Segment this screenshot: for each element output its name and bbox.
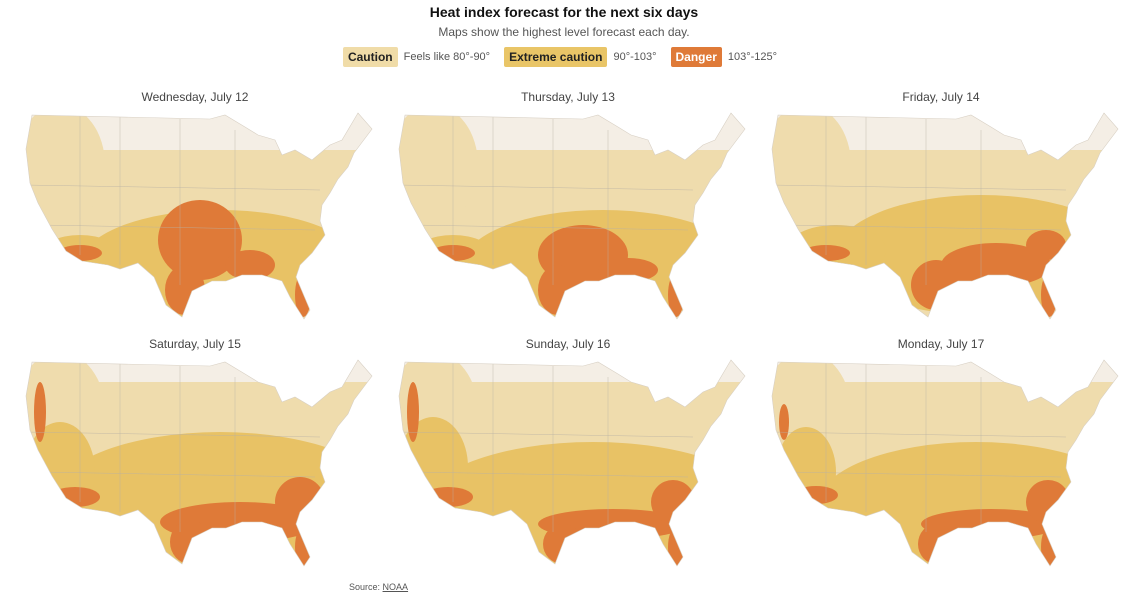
map-fill [772, 113, 1118, 319]
source-label: Source: [349, 582, 381, 592]
danger [911, 260, 961, 310]
danger [225, 250, 275, 280]
danger [1026, 230, 1066, 260]
map-fill [772, 360, 1118, 566]
state-line [26, 431, 321, 438]
map-title: Monday, July 17 [898, 337, 985, 351]
extreme [776, 427, 836, 517]
subtitle: Maps show the highest level forecast eac… [438, 25, 690, 39]
caution-west [26, 113, 105, 225]
caution-west [772, 360, 851, 472]
map [398, 112, 746, 320]
danger [275, 477, 325, 527]
state-line [785, 471, 1062, 478]
maps: Wednesday, July 12 Thursday, July 13 Frida… [25, 90, 1119, 567]
map [25, 112, 373, 320]
source-link[interactable]: NOAA [382, 582, 409, 592]
legend-label: Extreme caution [504, 47, 608, 67]
map-title: Saturday, July 15 [149, 337, 241, 351]
extreme [423, 442, 745, 566]
state-line [785, 224, 1062, 231]
source: Source: NOAA [349, 582, 408, 592]
danger [165, 265, 205, 315]
state-line [772, 184, 1067, 191]
danger [794, 486, 838, 504]
legend-label: Caution [342, 47, 398, 67]
map-title: Sunday, July 16 [526, 337, 611, 351]
danger [1026, 480, 1070, 524]
map-fill [26, 113, 372, 319]
state-line [399, 184, 694, 191]
legend: Caution Feels like 80°-90° Extreme cauti… [0, 47, 1128, 67]
danger [50, 487, 100, 507]
danger [668, 527, 684, 566]
danger [295, 527, 311, 566]
state-line [39, 224, 316, 231]
danger [407, 382, 419, 442]
legend-label: Danger [670, 47, 722, 67]
title: Heat index forecast for the next six day… [429, 4, 699, 20]
danger [651, 480, 695, 524]
danger [170, 520, 210, 564]
danger [34, 382, 46, 442]
map [398, 359, 746, 567]
caution-west [772, 113, 851, 225]
map-fill [399, 113, 745, 319]
map [771, 359, 1119, 567]
legend-range: Feels like 80°-90° [403, 51, 491, 63]
state-line [399, 431, 694, 438]
map-fill [399, 360, 745, 566]
state-line [412, 224, 689, 231]
legend-range: 90°-103° [613, 51, 657, 63]
map-title: Thursday, July 13 [521, 90, 615, 104]
state-line [412, 471, 689, 478]
extreme [816, 442, 1118, 566]
state-line [39, 471, 316, 478]
header: Heat index forecast for the next six day… [0, 4, 1128, 67]
caution-west [399, 113, 478, 225]
danger [1041, 527, 1057, 566]
state-line [772, 431, 1067, 438]
danger [423, 487, 473, 507]
danger [941, 243, 1051, 287]
map-fill [26, 360, 372, 566]
danger [779, 404, 789, 440]
danger [598, 258, 658, 282]
map [771, 112, 1119, 320]
danger [538, 265, 578, 315]
danger [158, 200, 242, 280]
extreme [50, 432, 372, 566]
map [25, 359, 373, 567]
map-title: Friday, July 14 [902, 90, 979, 104]
map-title: Wednesday, July 12 [142, 90, 249, 104]
legend-range: 103°-125° [727, 51, 778, 63]
extreme [26, 422, 95, 522]
state-line [26, 184, 321, 191]
